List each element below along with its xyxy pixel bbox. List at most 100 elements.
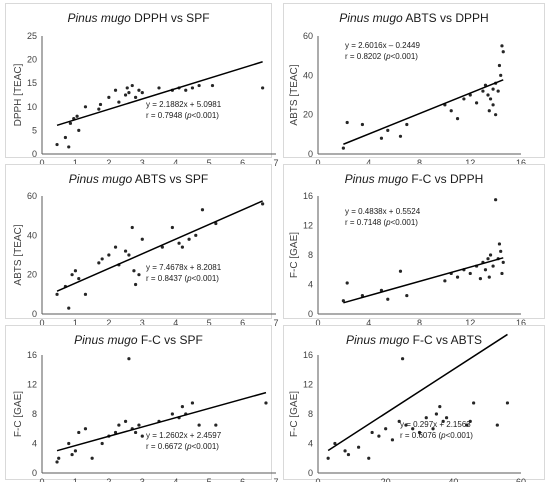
data-point: [264, 401, 268, 405]
correlation-prefix: r = 0.6076 (: [400, 431, 441, 440]
data-point: [197, 83, 201, 88]
data-point: [500, 271, 504, 276]
data-point: [431, 427, 435, 431]
panel-frame: [5, 3, 272, 158]
x-tick-label: 4: [366, 158, 371, 168]
x-tick-label: 7: [273, 477, 278, 482]
data-point: [68, 121, 73, 125]
x-tick-label: 4: [173, 318, 178, 328]
x-tick-label: 0: [39, 158, 44, 168]
data-point: [55, 142, 59, 147]
data-point: [67, 145, 71, 149]
y-axis-title: F-C [GAE]: [13, 391, 24, 437]
correlation-label: r = 0.6672 (p<0.001): [146, 442, 219, 451]
trend-equation: y = 2.6016x – 0.2449: [345, 41, 421, 50]
data-point: [397, 419, 401, 423]
data-point: [499, 249, 503, 253]
data-point: [97, 261, 101, 265]
data-point: [261, 202, 265, 206]
data-point: [132, 269, 136, 273]
data-point: [370, 430, 374, 435]
correlation-label: r = 0.7148 (p<0.001): [345, 218, 418, 227]
data-point: [177, 241, 181, 245]
trendline: [56, 61, 263, 127]
x-tick-label: 4: [173, 477, 178, 482]
y-tick-label: 12: [27, 380, 37, 390]
chart-title: Pinus mugo F-C vs DPPH: [345, 172, 484, 186]
data-point: [487, 275, 491, 279]
y-tick-label: 0: [308, 468, 313, 478]
x-tick-label: 20: [381, 477, 391, 482]
y-tick-label: 15: [27, 78, 37, 88]
correlation-label: r = 0.6076 (p<0.001): [400, 431, 473, 440]
x-tick-label: 2: [106, 477, 111, 482]
data-point: [70, 452, 74, 457]
y-tick-label: 20: [303, 110, 313, 120]
data-point: [100, 257, 104, 261]
data-point: [125, 86, 129, 90]
data-point: [424, 416, 428, 420]
data-point: [67, 441, 71, 446]
data-point: [486, 257, 490, 261]
data-point: [55, 460, 59, 464]
data-point: [157, 86, 161, 90]
data-point: [200, 208, 205, 212]
chart-panel-5: Pinus mugo F-C vs SPF048121601234567SPFF…: [5, 325, 279, 482]
chart-title-text: F-C vs DPPH: [408, 172, 483, 186]
chart-title-species: Pinus mugo: [339, 11, 403, 25]
data-point: [117, 100, 121, 104]
data-point: [98, 102, 103, 107]
x-tick-label: 12: [465, 318, 475, 328]
x-tick-label: 3: [140, 318, 145, 328]
chart-title-text: ABTS vs SPF: [132, 172, 208, 186]
data-point: [57, 456, 61, 460]
data-point: [77, 277, 81, 281]
y-tick-label: 8: [308, 250, 313, 260]
data-point: [70, 273, 74, 277]
x-tick-label: 12: [465, 158, 475, 168]
x-tick-label: 4: [366, 318, 371, 328]
y-axis-title: ABTS [TEAC]: [289, 64, 300, 125]
correlation-prefix: r = 0.7148 (: [345, 218, 386, 227]
x-tick-label: 0: [315, 477, 320, 482]
y-tick-label: 5: [32, 125, 37, 135]
panel-frame: [283, 3, 545, 158]
data-point: [386, 297, 390, 301]
x-tick-label: 0: [39, 477, 44, 482]
data-point: [197, 423, 201, 427]
data-point: [404, 423, 408, 427]
correlation-prefix: r = 0.8437 (: [146, 274, 187, 283]
data-point: [400, 357, 405, 361]
data-point: [100, 441, 104, 446]
data-point: [398, 269, 403, 273]
y-axis-title: F-C [GAE]: [289, 391, 300, 437]
data-point: [405, 122, 409, 127]
data-point: [343, 449, 347, 453]
data-point: [360, 293, 365, 298]
y-tick-label: 12: [303, 221, 313, 231]
correlation-suffix: <0.001): [192, 111, 220, 120]
data-point: [83, 105, 88, 109]
data-point: [487, 109, 491, 113]
x-tick-label: 6: [240, 318, 245, 328]
chart-panel-2: Pinus mugo ABTS vs DPPH02040600481216DPP…: [283, 3, 545, 181]
chart-panel-4: Pinus mugo F-C vs DPPH04812160481216DPPH…: [283, 164, 545, 341]
x-tick-label: 3: [140, 158, 145, 168]
data-point: [443, 279, 447, 283]
data-point: [127, 253, 131, 257]
data-point: [488, 253, 493, 257]
chart-title: Pinus mugo ABTS vs SPF: [69, 172, 208, 186]
data-point: [491, 87, 495, 91]
x-tick-label: 1: [73, 477, 78, 482]
data-point: [123, 249, 128, 253]
data-point: [210, 83, 215, 88]
y-tick-label: 16: [303, 191, 313, 201]
y-axis-title: DPPH [TEAC]: [13, 63, 24, 126]
trendline: [343, 79, 504, 145]
y-tick-label: 4: [32, 439, 37, 449]
data-point: [345, 120, 349, 125]
chart-title-text: F-C vs SPF: [138, 333, 203, 347]
data-point: [438, 405, 442, 409]
y-tick-label: 4: [308, 280, 313, 290]
data-point: [140, 434, 144, 438]
